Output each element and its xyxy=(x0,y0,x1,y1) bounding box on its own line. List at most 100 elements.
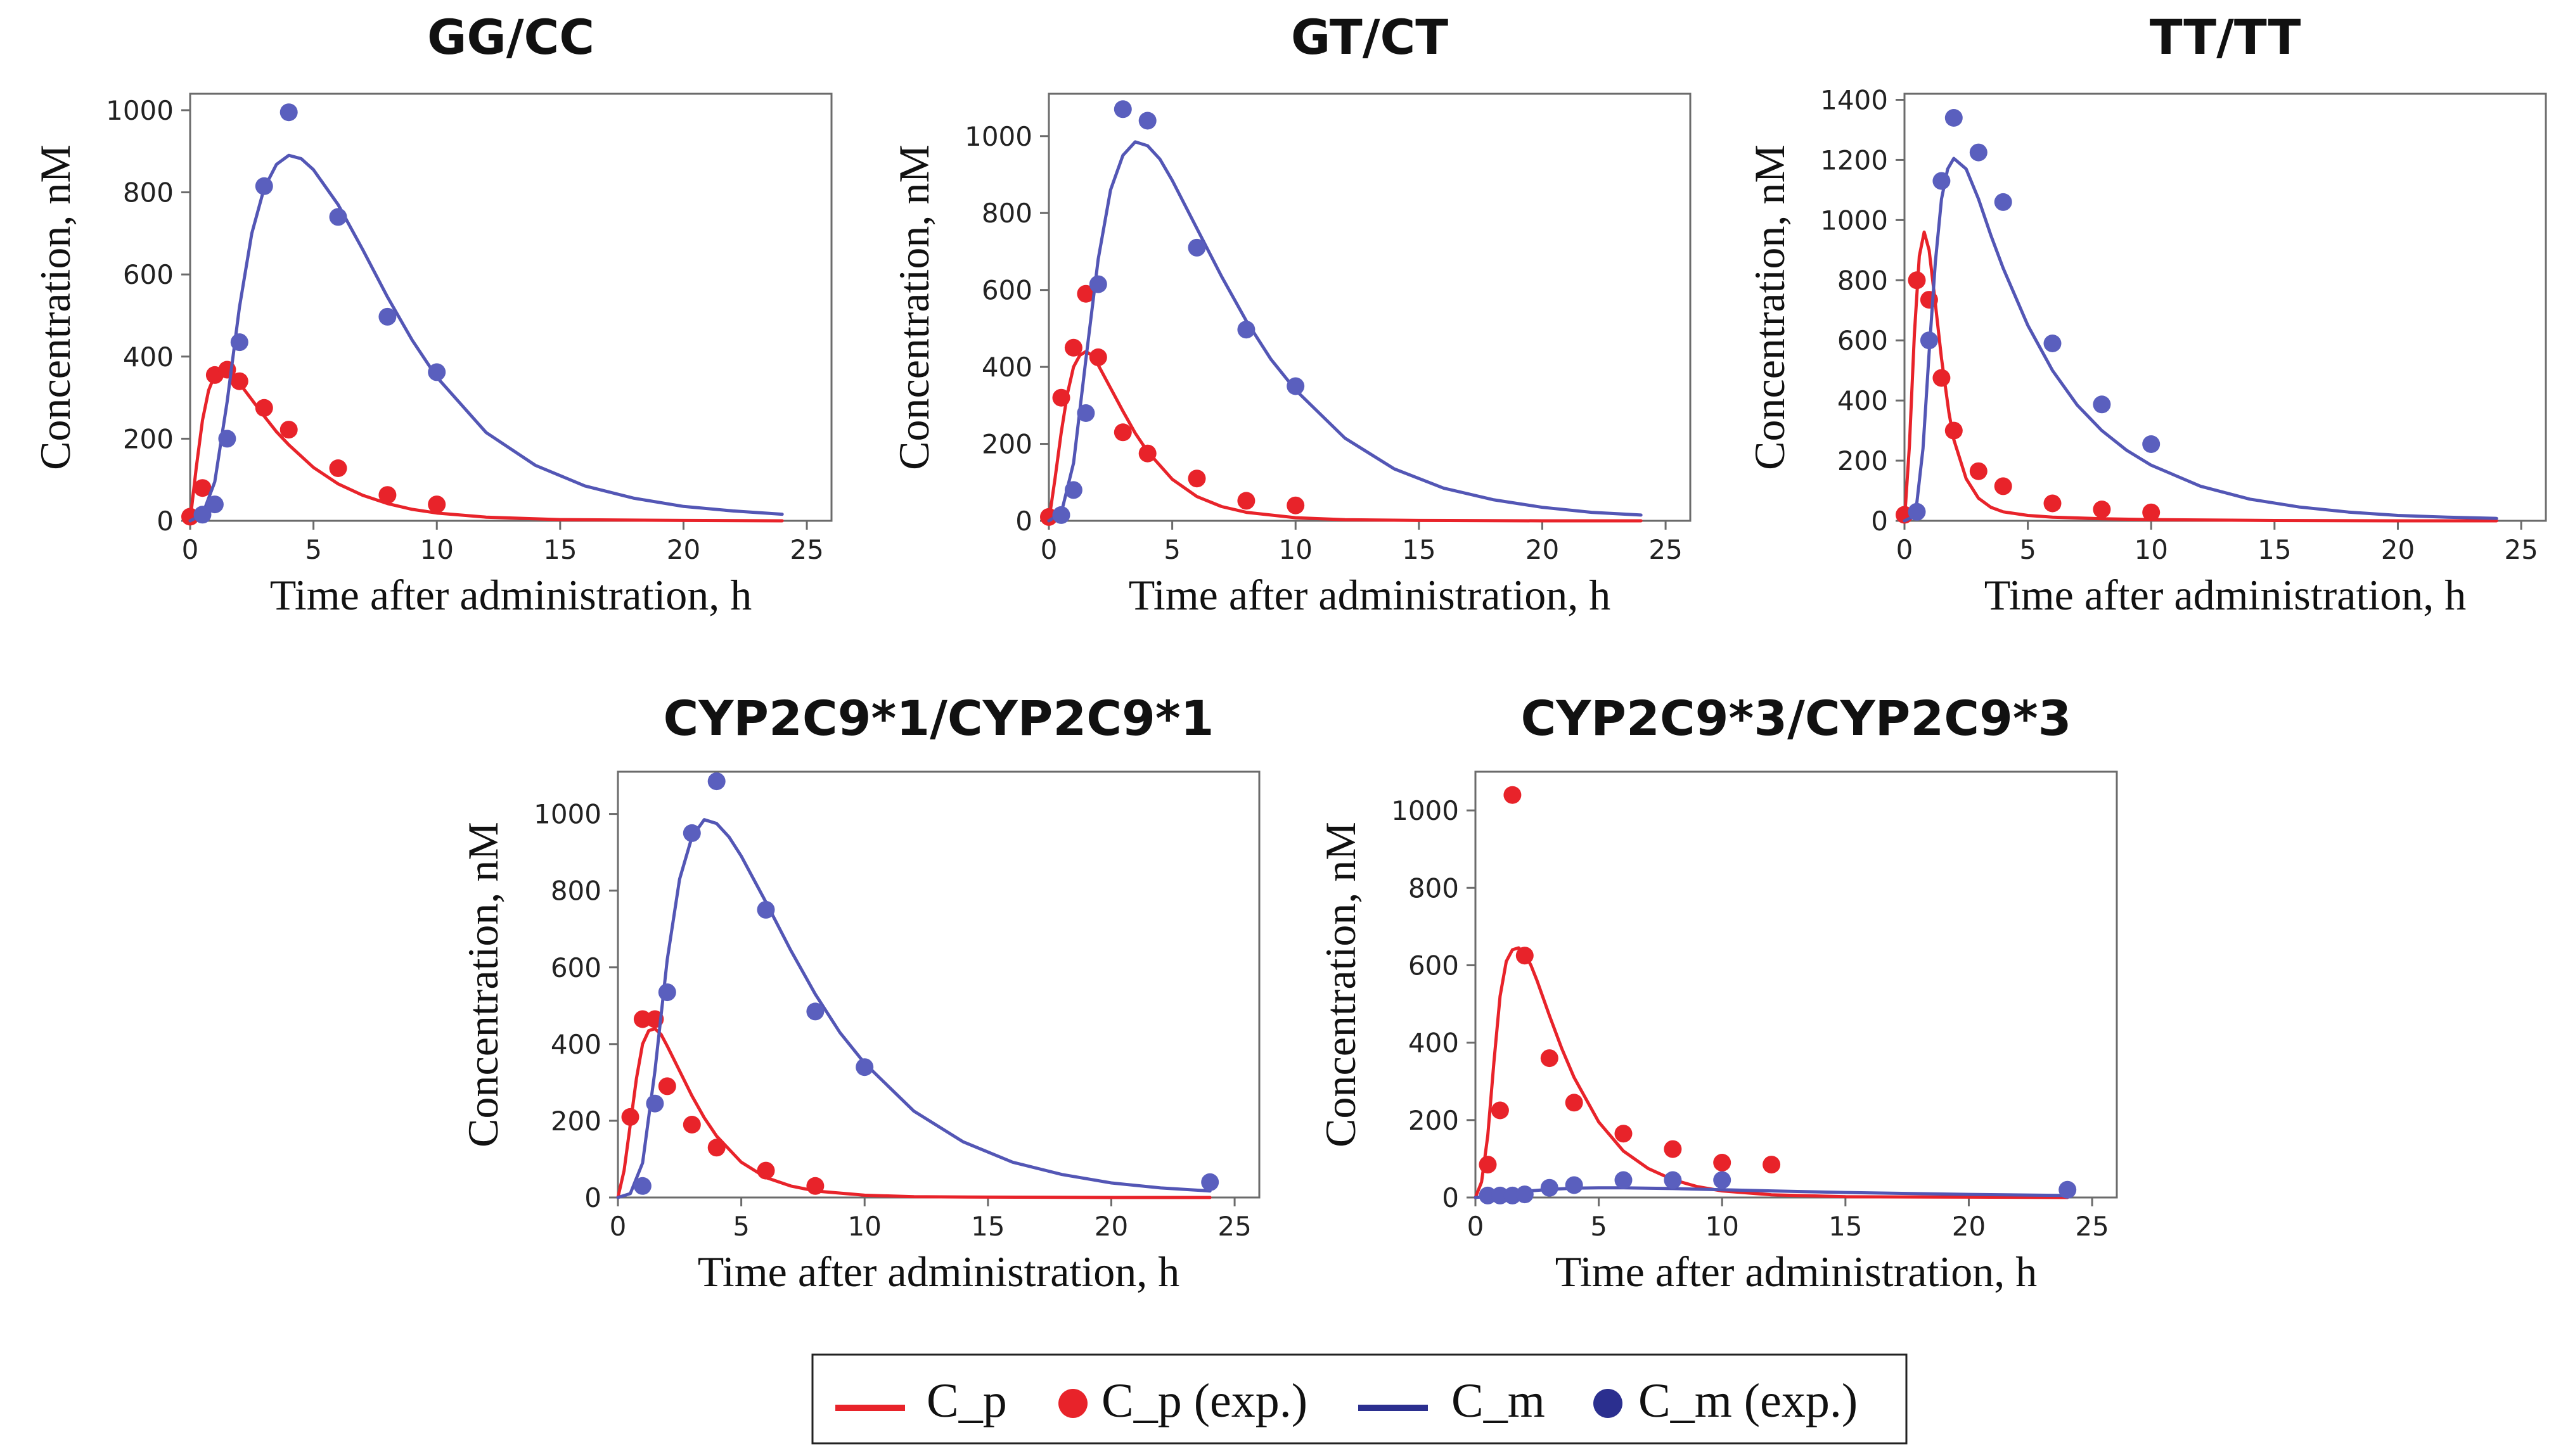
y-tick-label: 1000 xyxy=(106,95,174,126)
y-tick-label: 400 xyxy=(1408,1028,1459,1059)
y-tick-label: 600 xyxy=(551,952,601,983)
cp-exp-point xyxy=(707,1139,726,1157)
cp-exp-point xyxy=(1114,423,1132,442)
x-tick-label: 25 xyxy=(1217,1211,1251,1242)
legend-label-cm-exp: C_m (exp.) xyxy=(1638,1374,1858,1427)
y-tick-label: 200 xyxy=(1837,445,1888,476)
cm-exp-point xyxy=(658,983,676,1002)
legend-label-cp-exp: C_p (exp.) xyxy=(1101,1374,1307,1427)
plot-frame xyxy=(189,93,833,522)
y-tick-label: 200 xyxy=(551,1106,601,1137)
y-tick-label: 0 xyxy=(584,1182,601,1213)
y-axis-label: Concentration, nM xyxy=(1745,144,1794,470)
cp-exp-point xyxy=(2142,503,2161,521)
y-tick-label: 400 xyxy=(123,342,174,373)
panel-title: CYP2C9*3/CYP2C9*3 xyxy=(1520,690,2071,746)
cp-exp-point xyxy=(1920,291,1938,309)
cp-exp-point xyxy=(633,1010,652,1028)
y-tick-label: 800 xyxy=(1408,872,1459,904)
cp-exp-point xyxy=(378,486,397,504)
cp-model-line xyxy=(616,1027,1212,1199)
cm-exp-point xyxy=(2093,395,2111,414)
panel-title: CYP2C9*1/CYP2C9*1 xyxy=(663,690,1214,746)
cp-exp-point xyxy=(1540,1049,1558,1068)
x-tick-label: 15 xyxy=(1828,1211,1862,1242)
x-axis-label: Time after administration, h xyxy=(1984,571,2466,619)
cp-exp-point xyxy=(1237,492,1256,510)
cm-exp-point xyxy=(1479,1186,1497,1204)
cm-exp-point xyxy=(428,363,446,381)
y-tick-label: 200 xyxy=(1408,1105,1459,1136)
cm-exp-point xyxy=(2142,435,2161,453)
y-axis-label: Concentration, nM xyxy=(459,822,507,1147)
y-tick-label: 1400 xyxy=(1820,84,1888,115)
cm-exp-point xyxy=(1713,1171,1731,1189)
x-tick-label: 0 xyxy=(610,1211,627,1242)
y-tick-label: 1000 xyxy=(1820,205,1888,236)
cm-model-line xyxy=(1047,140,1643,523)
y-tick-label: 600 xyxy=(123,259,174,290)
x-tick-label: 25 xyxy=(1648,534,1682,565)
x-tick-label: 0 xyxy=(1896,534,1913,565)
panel-gt-ct: GT/CT Concentration, nM Time after admin… xyxy=(890,9,1692,619)
x-axis-label: Time after administration, h xyxy=(1129,571,1610,619)
cm-exp-point xyxy=(1138,112,1157,130)
cp-exp-point xyxy=(255,399,273,417)
cp-exp-point xyxy=(1565,1094,1583,1112)
cp-model-line xyxy=(1474,946,2069,1199)
x-tick-label: 25 xyxy=(2075,1211,2109,1242)
cp-exp-point xyxy=(1763,1156,1781,1174)
x-tick-label: 10 xyxy=(848,1211,882,1242)
x-axis-label: Time after administration, h xyxy=(1555,1248,2037,1296)
cp-exp-point xyxy=(621,1108,639,1126)
cm-exp-point xyxy=(1994,193,2012,211)
cp-exp-point xyxy=(757,1161,775,1180)
cm-exp-point xyxy=(1664,1171,1682,1189)
cm-exp-point xyxy=(218,430,236,448)
cp-exp-point xyxy=(1479,1156,1497,1174)
cm-exp-point xyxy=(1089,275,1107,293)
cp-exp-point xyxy=(329,459,347,477)
cp-exp-point xyxy=(1077,284,1095,303)
legend-cm-marker-swatch xyxy=(1593,1389,1622,1418)
cm-exp-point xyxy=(1540,1178,1558,1197)
x-tick-label: 20 xyxy=(1095,1211,1128,1242)
x-tick-label: 25 xyxy=(2504,534,2538,565)
cm-exp-point xyxy=(193,506,212,524)
cm-exp-point xyxy=(1491,1186,1509,1204)
legend-label-cp: C_p xyxy=(927,1374,1007,1427)
y-tick-label: 800 xyxy=(123,177,174,208)
y-axis-label: Concentration, nM xyxy=(31,144,79,470)
y-tick-label: 600 xyxy=(1837,325,1888,356)
plot-frame xyxy=(1903,93,2547,522)
cm-exp-point xyxy=(1287,377,1305,395)
legend-cp-marker-swatch xyxy=(1058,1389,1088,1418)
y-tick-label: 600 xyxy=(1408,950,1459,981)
cm-exp-point xyxy=(1944,109,1963,127)
cp-model-line xyxy=(188,369,784,523)
x-tick-label: 15 xyxy=(1402,534,1435,565)
cp-exp-point xyxy=(1994,477,2012,495)
cm-exp-point xyxy=(1932,172,1951,190)
y-tick-label: 400 xyxy=(982,352,1032,383)
cm-model-line xyxy=(1903,156,2498,523)
cp-exp-point xyxy=(1969,462,1988,480)
panel-title: TT/TT xyxy=(2150,9,2301,65)
y-tick-label: 0 xyxy=(157,506,174,537)
x-tick-label: 10 xyxy=(1705,1211,1739,1242)
cm-exp-point xyxy=(1114,100,1132,118)
x-tick-label: 15 xyxy=(971,1211,1005,1242)
cm-exp-point xyxy=(205,495,224,514)
y-axis-label: Concentration, nM xyxy=(890,144,938,470)
cp-exp-point xyxy=(1089,348,1107,366)
cp-exp-point xyxy=(1664,1140,1682,1158)
cp-exp-point xyxy=(1052,388,1070,407)
legend-frame xyxy=(811,1353,1908,1445)
cm-exp-point xyxy=(633,1177,652,1195)
cm-exp-point xyxy=(707,772,726,791)
plot-frame xyxy=(1474,770,2118,1199)
x-tick-label: 10 xyxy=(420,534,454,565)
y-tick-label: 1200 xyxy=(1820,144,1888,176)
cp-exp-point xyxy=(1503,786,1522,804)
